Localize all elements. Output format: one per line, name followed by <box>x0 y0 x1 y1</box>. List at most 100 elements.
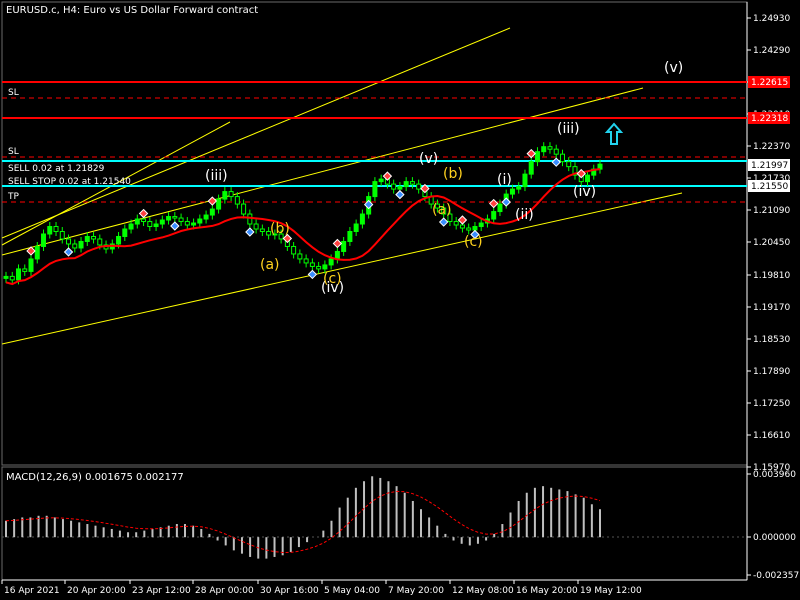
candle-body[interactable] <box>441 207 447 215</box>
candle-body[interactable] <box>128 223 134 230</box>
candle-body[interactable] <box>41 233 47 247</box>
candle-body[interactable] <box>472 226 478 231</box>
candle-body[interactable] <box>547 146 553 150</box>
candle-body[interactable] <box>72 243 78 249</box>
candle-body[interactable] <box>66 238 72 245</box>
candle-body[interactable] <box>541 146 547 153</box>
channel-upper-line-2[interactable] <box>1 121 231 246</box>
candle-body[interactable] <box>497 203 503 213</box>
candle-body[interactable] <box>234 196 240 205</box>
candle-body[interactable] <box>197 218 203 224</box>
channel-lower-line[interactable] <box>1 192 683 345</box>
candle-body[interactable] <box>347 231 353 242</box>
candle-body[interactable] <box>28 258 34 272</box>
candle-body[interactable] <box>272 233 278 236</box>
candle-body[interactable] <box>522 173 528 188</box>
candle-body[interactable] <box>516 186 522 190</box>
candle-body[interactable] <box>78 240 84 249</box>
candle-body[interactable] <box>478 222 484 228</box>
candle-body[interactable] <box>172 216 178 219</box>
candle-body[interactable] <box>141 218 147 223</box>
candle-body[interactable] <box>116 235 122 245</box>
candle-body[interactable] <box>278 233 284 240</box>
candle-body[interactable] <box>228 191 234 198</box>
candle-body[interactable] <box>247 213 253 225</box>
candle-body[interactable] <box>372 181 378 198</box>
channel-middle-line[interactable] <box>1 87 644 256</box>
channel-upper-line-1[interactable] <box>1 27 511 239</box>
candle-body[interactable] <box>466 227 472 231</box>
candle-body[interactable] <box>259 228 265 233</box>
moving-average-line[interactable] <box>5 168 601 286</box>
candle-body[interactable] <box>97 238 103 246</box>
candle-body[interactable] <box>334 250 340 260</box>
candle-body[interactable] <box>147 221 153 228</box>
candle-body[interactable] <box>216 198 222 210</box>
candle-body[interactable] <box>328 258 334 266</box>
candle-body[interactable] <box>397 186 403 190</box>
candle-body[interactable] <box>9 275 15 281</box>
candle-body[interactable] <box>253 223 259 230</box>
candle-body[interactable] <box>153 223 159 228</box>
candle-body[interactable] <box>22 268 28 272</box>
candle-body[interactable] <box>559 153 565 163</box>
candle-body[interactable] <box>403 181 409 188</box>
candle-body[interactable] <box>53 226 59 233</box>
candle-body[interactable] <box>584 174 590 183</box>
candle-body[interactable] <box>459 224 465 229</box>
candle-body[interactable] <box>409 181 415 185</box>
price-tick-label: 1.21730 <box>753 174 790 184</box>
candle-body[interactable] <box>359 213 365 225</box>
candle-body[interactable] <box>447 213 453 223</box>
candle-body[interactable] <box>191 222 197 226</box>
candle-body[interactable] <box>303 258 309 264</box>
candle-body[interactable] <box>322 264 328 270</box>
candle-body[interactable] <box>291 245 297 255</box>
candle-body[interactable] <box>241 203 247 215</box>
candle-body[interactable] <box>453 221 459 226</box>
time-tick-label: 7 May 20:00 <box>388 586 444 596</box>
sl-label-upper: SL <box>8 88 19 98</box>
time-tick-label: 16 Apr 2021 <box>4 586 60 596</box>
candle-body[interactable] <box>47 226 53 235</box>
candle-body[interactable] <box>341 240 347 252</box>
candle-body[interactable] <box>534 151 540 163</box>
candle-body[interactable] <box>566 161 572 168</box>
sell-signal-icon <box>332 238 343 249</box>
candle-body[interactable] <box>184 221 190 226</box>
candle-body[interactable] <box>178 217 184 223</box>
candle-body[interactable] <box>209 208 215 216</box>
candle-body[interactable] <box>134 218 140 225</box>
candle-body[interactable] <box>309 262 315 267</box>
candle-body[interactable] <box>553 148 559 155</box>
candle-body[interactable] <box>416 183 422 190</box>
candle-body[interactable] <box>91 235 97 240</box>
candle-body[interactable] <box>316 265 322 270</box>
candle-body[interactable] <box>491 211 497 220</box>
candle-body[interactable] <box>572 166 578 176</box>
candle-body[interactable] <box>297 253 303 260</box>
candle-body[interactable] <box>166 216 172 221</box>
candle-body[interactable] <box>84 235 90 242</box>
candle-body[interactable] <box>378 178 384 183</box>
candle-body[interactable] <box>34 245 40 260</box>
macd-signal-line[interactable] <box>5 490 601 554</box>
candle-body[interactable] <box>203 214 209 220</box>
candle-body[interactable] <box>353 223 359 233</box>
wave-label-a-left: (a) <box>260 257 280 273</box>
candle-body[interactable] <box>16 268 22 281</box>
candle-body[interactable] <box>3 275 9 279</box>
candle-body[interactable] <box>266 231 272 236</box>
macd-histogram[interactable] <box>5 476 601 559</box>
channel-lines[interactable] <box>1 27 683 345</box>
candle-body[interactable] <box>434 203 440 209</box>
candle-body[interactable] <box>509 188 515 195</box>
candle-body[interactable] <box>528 161 534 175</box>
candle-body[interactable] <box>59 231 65 240</box>
candle-body[interactable] <box>159 219 165 225</box>
candle-body[interactable] <box>122 228 128 237</box>
candle-body[interactable] <box>222 191 228 200</box>
candles[interactable] <box>3 142 603 285</box>
candle-body[interactable] <box>391 183 397 190</box>
